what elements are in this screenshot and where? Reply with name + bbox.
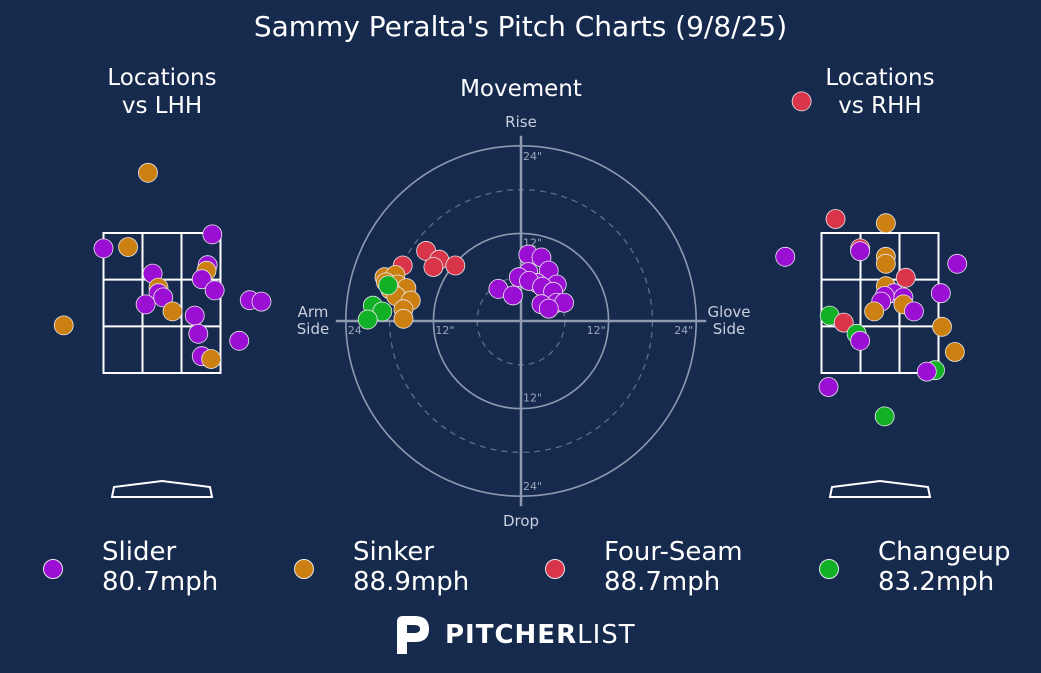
home-plate <box>110 479 214 498</box>
legend-pitch-name: Slider <box>102 537 177 567</box>
rhh-pitch-slider <box>930 283 951 304</box>
lhh-pitch-slider <box>93 238 114 259</box>
movement-panel-title: Movement <box>460 76 582 102</box>
strike-zone-border <box>820 232 940 374</box>
brand-light-text: LIST <box>577 620 636 650</box>
rhh-pitch-sinker <box>875 253 896 274</box>
movement-axis-label-arm-side: Side <box>297 320 329 338</box>
rhh-pitch-four-seam <box>833 312 854 333</box>
movement-axis-label-glove-side: Glove <box>707 303 750 321</box>
lhh-pitch-sinker <box>162 301 183 322</box>
rhh-pitch-sinker <box>932 316 952 337</box>
rhh-pitch-slider <box>850 330 871 351</box>
lhh-pitch-slider <box>204 280 225 301</box>
lhh-pitch-sinker <box>53 315 74 336</box>
legend-pitch-name: Sinker <box>353 537 435 567</box>
rhh-pitch-slider <box>850 241 871 262</box>
legend-marker-slider <box>43 559 63 579</box>
lhh-pitch-slider <box>135 294 156 315</box>
rhh-pitch-sinker <box>864 301 885 322</box>
movement-pitch-changeup <box>378 275 399 296</box>
pitcherlist-wordmark: PITCHERLIST <box>445 620 636 650</box>
rhh-pitch-four-seam <box>791 91 812 112</box>
legend-pitch-speed: 80.7mph <box>102 567 219 597</box>
lhh-pitch-slider <box>188 323 209 344</box>
movement-pitch-sinker <box>393 308 414 329</box>
brand-bold-text: PITCHER <box>445 620 578 650</box>
movement-axis-label-arm-side: Arm <box>298 303 329 321</box>
rhh-pitch-sinker <box>944 342 965 362</box>
movement-axis-label-rise: Rise <box>505 113 537 131</box>
rhh-pitch-slider <box>916 361 937 382</box>
movement-plot <box>335 135 707 507</box>
legend-pitch-speed: 88.9mph <box>353 567 470 597</box>
chart-title: Sammy Peralta's Pitch Charts (9/8/25) <box>253 10 788 43</box>
lhh-pitch-sinker <box>138 162 158 183</box>
movement-pitch-changeup <box>357 309 378 330</box>
movement-pitch-slider <box>503 285 523 306</box>
movement-ring-label: 24" <box>674 324 693 337</box>
movement-pitch-slider <box>538 298 559 319</box>
movement-ring-label: 12" <box>435 324 454 337</box>
rhh-pitch-sinker <box>875 213 896 234</box>
rhh-pitch-slider <box>775 246 796 267</box>
legend-marker-sinker <box>294 559 314 579</box>
home-plate <box>828 479 932 498</box>
rhh-pitch-slider <box>947 253 968 274</box>
movement-ring-label: 24" <box>523 150 542 163</box>
legend-pitch-name: Changeup <box>878 537 1011 567</box>
lhh-pitch-sinker <box>201 349 222 369</box>
lhh-pitch-slider <box>184 305 205 326</box>
movement-pitch-four-seam <box>423 257 444 277</box>
legend-pitch-name: Four-Seam <box>604 537 743 567</box>
movement-axis-label-drop: Drop <box>503 512 539 530</box>
pitcherlist-p-icon <box>397 616 429 654</box>
movement-ring-label: 24" <box>523 480 542 493</box>
lhh-pitch-sinker <box>118 237 138 257</box>
legend-pitch-speed: 88.7mph <box>604 567 721 597</box>
lhh-panel-title: Locations vs LHH <box>107 65 217 119</box>
rhh-pitch-changeup <box>874 406 895 427</box>
lhh-strike-zone <box>102 232 222 498</box>
legend-marker-changeup <box>819 559 839 579</box>
rhh-pitch-slider <box>904 301 924 322</box>
movement-axis-label-glove-side: Side <box>713 320 745 338</box>
strike-zone-border <box>102 232 222 374</box>
legend-pitch-speed: 83.2mph <box>878 567 995 597</box>
movement-ring-label: 12" <box>587 324 606 337</box>
rhh-panel-title: Locations vs RHH <box>825 65 935 119</box>
lhh-pitch-slider <box>229 330 250 351</box>
rhh-pitch-four-seam <box>895 267 916 288</box>
legend-marker-four-seam <box>545 559 565 579</box>
rhh-pitch-four-seam <box>825 209 846 229</box>
lhh-pitch-slider <box>202 224 223 245</box>
lhh-pitch-slider <box>191 269 212 290</box>
lhh-pitch-slider <box>251 291 272 312</box>
lhh-pitch-slider <box>153 287 174 308</box>
movement-ring-label: 12" <box>523 392 542 405</box>
movement-pitch-four-seam <box>445 255 466 276</box>
rhh-pitch-slider <box>818 377 839 397</box>
